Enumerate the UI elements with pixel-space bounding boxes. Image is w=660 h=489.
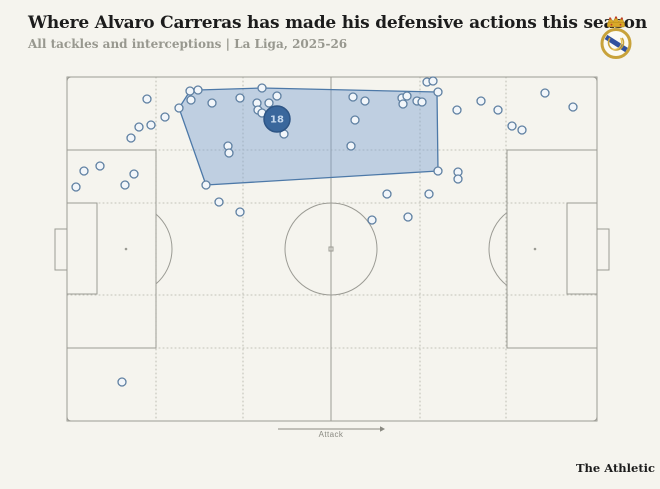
defensive-action-point [428, 76, 438, 86]
six-yard-box-left [66, 202, 98, 295]
defensive-action-point [402, 91, 412, 101]
corner-arc [66, 416, 72, 422]
attack-direction-label: Attack [318, 430, 344, 439]
defensive-action-point [257, 83, 267, 93]
corner-arc [66, 76, 72, 82]
defensive-action-point [224, 148, 234, 158]
defensive-action-point [185, 86, 195, 96]
defensive-action-point [348, 92, 358, 102]
defensive-action-point [207, 98, 217, 108]
defensive-action-point [493, 105, 503, 115]
defensive-action-point [382, 189, 392, 199]
defensive-action-point [433, 87, 443, 97]
defensive-action-point [79, 166, 89, 176]
defensive-action-point [453, 174, 463, 184]
goal-left [54, 228, 68, 271]
defensive-action-point [201, 180, 211, 190]
attack-arrowhead [380, 426, 385, 432]
corner-arc [592, 76, 598, 82]
defensive-action-point [346, 141, 356, 151]
defensive-action-point [540, 88, 550, 98]
defensive-action-point [367, 215, 377, 225]
page-subtitle: All tackles and interceptions | La Liga,… [28, 37, 348, 51]
defensive-action-point [129, 169, 139, 179]
defensive-action-point [272, 91, 282, 101]
penalty-spot [124, 247, 128, 251]
defensive-action-point [120, 180, 130, 190]
defensive-action-point [214, 197, 224, 207]
penalty-arc-right [488, 212, 508, 286]
real-madrid-crest-icon [600, 15, 632, 59]
defensive-action-point [160, 112, 170, 122]
defensive-action-point [186, 95, 196, 105]
penalty-arc-left [155, 213, 173, 285]
goal-right [596, 228, 610, 271]
defensive-action-point [193, 85, 203, 95]
defensive-action-point [568, 102, 578, 112]
defensive-action-point [517, 125, 527, 135]
defensive-action-point [264, 98, 274, 108]
center-circle [284, 202, 378, 296]
defensive-action-point [117, 377, 127, 387]
penalty-area-left [66, 149, 157, 349]
defensive-action-point [142, 94, 152, 104]
center-mark [328, 246, 334, 252]
defensive-action-point [424, 189, 434, 199]
player-marker-number: 18 [270, 115, 284, 126]
defensive-action-point [95, 161, 105, 171]
defensive-action-point [452, 105, 462, 115]
six-yard-box-right [566, 202, 598, 295]
penalty-spot [533, 247, 537, 251]
defensive-action-point [507, 121, 517, 131]
defensive-action-point [360, 96, 370, 106]
defensive-action-point [403, 212, 413, 222]
defensive-action-point [71, 182, 81, 192]
defensive-action-point [146, 120, 156, 130]
player-marker [263, 105, 291, 133]
defensive-action-point [174, 103, 184, 113]
defensive-action-point [235, 207, 245, 217]
defensive-action-point [433, 166, 443, 176]
defensive-action-point [476, 96, 486, 106]
defensive-action-point [398, 99, 408, 109]
defensive-action-point [126, 133, 136, 143]
defensive-action-point [235, 93, 245, 103]
page-title: Where Alvaro Carreras has made his defen… [28, 13, 647, 33]
the-athletic-logo: The Athletic [576, 461, 656, 475]
defensive-action-point [134, 122, 144, 132]
defensive-action-point [350, 115, 360, 125]
defensive-action-point [417, 97, 427, 107]
corner-arc [592, 416, 598, 422]
penalty-area-right [506, 149, 598, 349]
